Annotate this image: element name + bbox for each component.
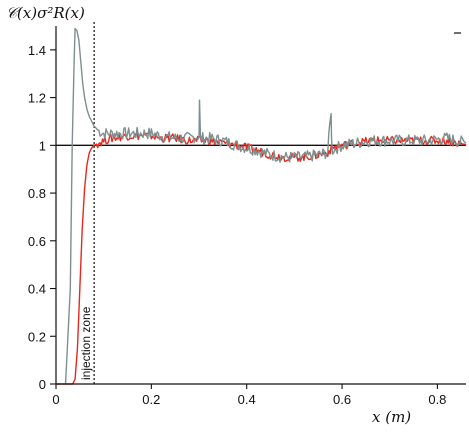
x-tick-label: 0.8 (428, 392, 446, 407)
axes-layer (55, 26, 466, 385)
x-axis-title: x (m) (372, 408, 411, 426)
y-axis-title: 𝒞(x)σ²R(x) (6, 4, 85, 22)
injection-zone-label: injection zone (79, 306, 93, 380)
y-tick-label: 0.6 (28, 234, 46, 249)
tick-layer: 0 0.2 0.4 0.6 0.8 0 0.2 0.4 0.6 0.8 1 1.2 1.4 (28, 43, 447, 407)
y-tick-label: 1 (39, 138, 46, 153)
y-tick-label: 1.4 (28, 43, 46, 58)
y-tick-label: 0.4 (28, 282, 46, 297)
x-tick-label: 0.6 (333, 392, 351, 407)
series-line-red (56, 131, 467, 385)
plot-layer (56, 22, 467, 385)
x-tick-label: 0.2 (142, 392, 160, 407)
y-tick-label: 0.2 (28, 329, 46, 344)
y-tick-label: 1.2 (28, 91, 46, 106)
y-tick-label: 0 (39, 377, 46, 392)
x-tick-label: 0.4 (238, 392, 256, 407)
series-line-grey (64, 27, 467, 385)
x-tick-label: 0 (52, 392, 59, 407)
y-tick-label: 0.8 (28, 186, 46, 201)
